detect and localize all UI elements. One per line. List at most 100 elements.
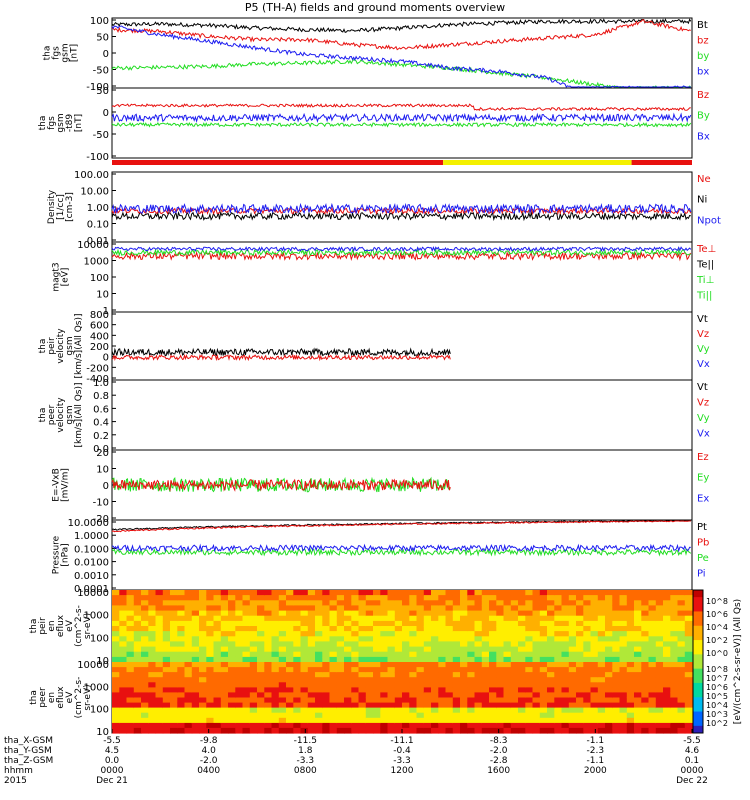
spectrogram-cell (293, 687, 302, 694)
spectrogram-cell (184, 712, 193, 719)
spectrogram-cell (663, 656, 671, 663)
spectrogram-cell (206, 717, 215, 724)
spectrogram-cell (387, 610, 396, 617)
spectrogram-cell (191, 702, 200, 709)
spectrogram-cell (336, 707, 345, 714)
spectrogram-cell (402, 626, 410, 632)
spectrogram-cell (249, 682, 258, 688)
spectrogram-cell (525, 646, 534, 653)
spectrogram-cell (510, 646, 519, 653)
spectrogram-cell (300, 651, 309, 658)
spectrogram-cell (119, 610, 128, 617)
spectrogram-cell (133, 620, 142, 627)
spectrogram-cell (554, 615, 563, 622)
spectrogram-cell (634, 636, 642, 642)
spectrogram-cell (467, 722, 476, 729)
colorbar-band (693, 607, 703, 612)
spectrogram-cell (228, 646, 236, 653)
spectrogram-cell (148, 651, 157, 658)
spectrogram-cell (612, 656, 621, 663)
spectrogram-cell (228, 682, 236, 688)
spectrogram-cell (365, 712, 374, 719)
spectrogram-cell (626, 646, 635, 653)
spectrogram-cell (264, 702, 273, 709)
spectrogram-cell (641, 595, 650, 601)
spectrogram-cell (684, 662, 693, 668)
spectrogram-cell (228, 641, 236, 648)
spectrogram-cell (626, 595, 635, 601)
spectrogram-cell (547, 641, 555, 648)
spectrogram-cell (112, 626, 120, 632)
spectrogram-cell (568, 687, 577, 694)
spectrogram-cell (547, 610, 555, 617)
spectrogram-cell (344, 651, 352, 658)
panel-frame (111, 379, 693, 451)
spectrogram-cell (525, 626, 534, 632)
spectrogram-cell (568, 697, 577, 704)
spectrogram-cell (445, 590, 454, 596)
y-tick-label: 600 (90, 321, 109, 332)
spectrogram-cell (554, 662, 563, 668)
spectrogram-cell (184, 697, 193, 704)
spectrogram-cell (322, 702, 331, 709)
spectrogram-cell (264, 631, 273, 637)
spectrogram-cell (684, 722, 693, 729)
spectrogram-cell (293, 610, 302, 617)
spectrogram-cell (576, 631, 584, 637)
spectrogram-cell (670, 631, 679, 637)
spectrogram-cell (155, 697, 164, 704)
spectrogram-cell (576, 727, 584, 734)
spectrogram-cell (199, 702, 207, 709)
spectrogram-cell (539, 626, 548, 632)
spectrogram-cell (394, 610, 403, 617)
spectrogram-cell (402, 656, 410, 663)
spectrogram-cell (431, 677, 439, 683)
spectrogram-cell (315, 626, 323, 632)
spectrogram-cell (322, 682, 331, 688)
spectrogram-cell (365, 687, 374, 694)
spectrogram-cell (242, 610, 251, 617)
spectrogram-cell (170, 636, 178, 642)
spectrogram-cell (242, 651, 251, 658)
spectrogram-cell (278, 702, 287, 709)
spectrogram-cell (402, 641, 410, 648)
spectrogram-cell (394, 651, 403, 658)
spectrogram-cell (402, 727, 410, 734)
spectrogram-cell (561, 677, 570, 683)
colorbar-band (693, 707, 703, 713)
spectrogram-cell (155, 595, 164, 601)
y-axis-label-line: [nT] (70, 44, 80, 62)
spectrogram-cell (481, 707, 490, 714)
spectrogram-cell (242, 712, 251, 719)
spectrogram-cell (155, 722, 164, 729)
spectrogram-cell (612, 702, 621, 709)
spectrogram-cell (597, 702, 606, 709)
colorbar-band (693, 672, 703, 677)
spectrogram-cell (416, 672, 425, 678)
time-axis-value: -5.5 (683, 736, 701, 746)
spectrogram-cell (670, 682, 679, 688)
spectrogram-cell (409, 600, 418, 606)
spectrogram-cell (474, 631, 483, 637)
spectrogram-cell (344, 595, 352, 601)
spectrogram-cell (641, 656, 650, 663)
spectrogram-cell (416, 662, 425, 668)
spectrogram-cell (206, 662, 215, 668)
spectrogram-cell (191, 626, 200, 632)
spectrogram-cell (481, 717, 490, 724)
spectrogram-cell (264, 667, 273, 673)
spectrogram-cell (351, 667, 360, 673)
spectrogram-cell (264, 605, 273, 612)
series-line-bx (111, 25, 691, 88)
legend-entry: Bz (697, 90, 709, 101)
spectrogram-cell (626, 641, 635, 648)
spectrogram-cell (228, 722, 236, 729)
spectrogram-cell (126, 641, 135, 648)
spectrogram-cell (597, 692, 606, 699)
legend-entry: Vz (697, 329, 709, 340)
spectrogram-cell (242, 636, 251, 642)
spectrogram-cell (148, 646, 157, 653)
spectrogram-cell (583, 656, 592, 663)
spectrogram-cell (235, 590, 244, 596)
